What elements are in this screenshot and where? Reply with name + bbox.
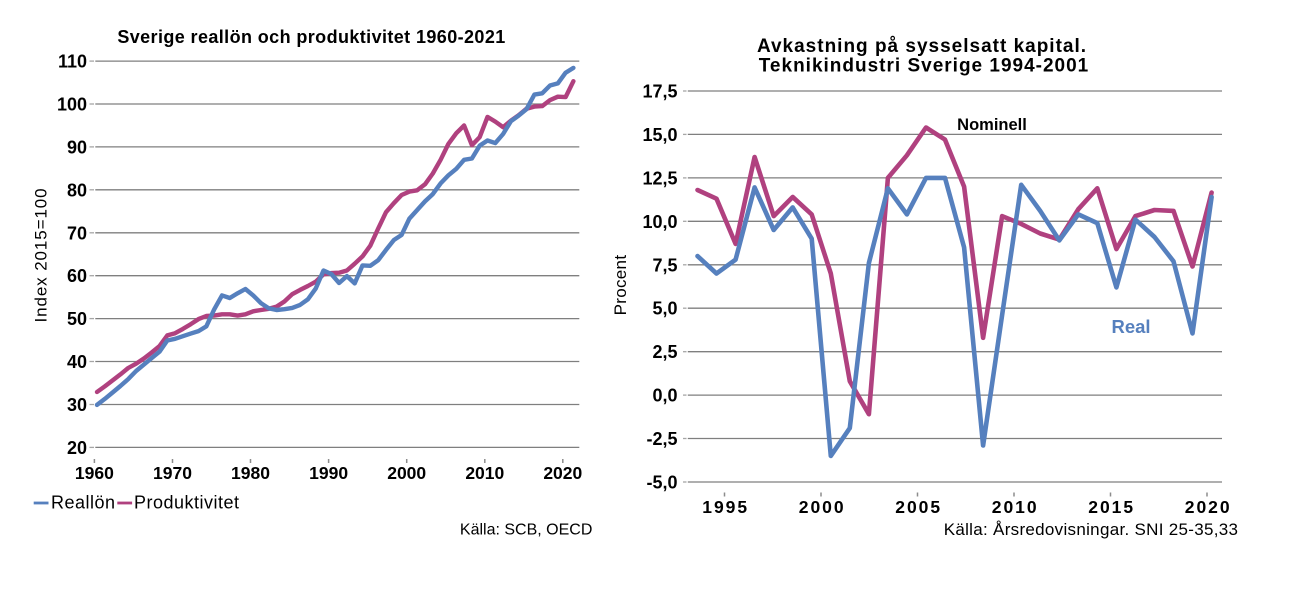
svg-text:1960: 1960 xyxy=(75,463,114,483)
svg-text:Källa: SCB, OECD: Källa: SCB, OECD xyxy=(460,522,592,539)
svg-text:Avkastning på sysselsatt kapit: Avkastning på sysselsatt kapital. xyxy=(757,36,1087,57)
svg-text:2000: 2000 xyxy=(387,463,426,483)
svg-text:50: 50 xyxy=(67,309,87,329)
svg-text:Nominell: Nominell xyxy=(957,116,1027,134)
svg-text:60: 60 xyxy=(67,266,87,286)
svg-text:2020: 2020 xyxy=(543,463,582,483)
svg-text:2010: 2010 xyxy=(992,497,1039,517)
svg-text:10,0: 10,0 xyxy=(642,212,677,232)
svg-text:Real: Real xyxy=(1111,316,1150,337)
svg-text:5,0: 5,0 xyxy=(652,299,677,319)
svg-text:2,5: 2,5 xyxy=(652,342,677,362)
svg-text:1990: 1990 xyxy=(309,463,348,483)
svg-text:12,5: 12,5 xyxy=(642,168,677,188)
svg-text:2005: 2005 xyxy=(895,497,942,517)
svg-text:2010: 2010 xyxy=(465,463,504,483)
svg-text:Reallön: Reallön xyxy=(51,492,116,512)
svg-text:Källa: Årsredovisningar. SNI 2: Källa: Årsredovisningar. SNI 25-35,33 xyxy=(944,520,1239,539)
svg-text:-5,0: -5,0 xyxy=(646,473,677,493)
svg-text:40: 40 xyxy=(67,352,87,372)
svg-text:2020: 2020 xyxy=(1185,497,1232,517)
svg-text:-2,5: -2,5 xyxy=(646,429,677,449)
svg-text:100: 100 xyxy=(57,95,87,115)
svg-text:20: 20 xyxy=(67,438,87,458)
svg-text:Produktivitet: Produktivitet xyxy=(134,492,240,512)
svg-text:0,0: 0,0 xyxy=(652,386,677,406)
svg-text:2015: 2015 xyxy=(1088,497,1135,517)
svg-text:Sverige reallön och produktivi: Sverige reallön och produktivitet 1960-2… xyxy=(117,27,505,47)
svg-text:Index 2015=100: Index 2015=100 xyxy=(32,187,51,322)
svg-text:90: 90 xyxy=(67,137,87,157)
svg-text:1995: 1995 xyxy=(702,497,749,517)
svg-text:70: 70 xyxy=(67,223,87,243)
svg-text:110: 110 xyxy=(58,52,87,72)
svg-text:17,5: 17,5 xyxy=(642,82,677,102)
svg-text:2000: 2000 xyxy=(799,497,846,517)
svg-text:Procent: Procent xyxy=(611,255,630,316)
svg-text:30: 30 xyxy=(67,395,87,415)
svg-text:80: 80 xyxy=(67,180,87,200)
svg-text:15,0: 15,0 xyxy=(642,125,677,145)
svg-text:Teknikindustri Sverige 1994-20: Teknikindustri Sverige 1994-2001 xyxy=(759,56,1090,77)
svg-text:1980: 1980 xyxy=(231,463,270,483)
svg-text:1970: 1970 xyxy=(153,463,192,483)
svg-text:7,5: 7,5 xyxy=(652,255,677,275)
